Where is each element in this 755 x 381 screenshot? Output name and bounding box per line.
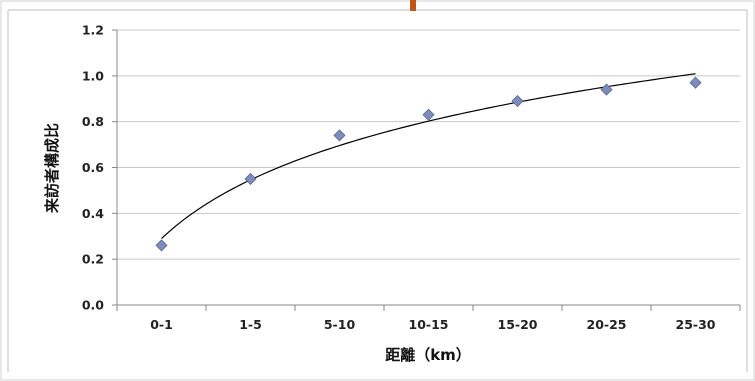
data-points [155, 76, 702, 252]
data-point [333, 129, 346, 142]
y-tick-label: 0.0 [82, 298, 104, 313]
data-point [689, 76, 702, 89]
data-point [600, 83, 613, 96]
y-tick-label: 0.6 [82, 160, 104, 175]
axes [112, 29, 741, 311]
data-point [511, 94, 524, 108]
x-tick-label: 1-5 [239, 317, 262, 332]
y-tick-label: 0.2 [82, 252, 104, 267]
x-tick-label: 0-1 [150, 317, 173, 332]
x-tick-label: 10-15 [409, 317, 449, 332]
top-accent-mark [410, 0, 416, 11]
y-tick-label: 0.8 [82, 114, 104, 129]
y-tick-label: 0.4 [82, 206, 104, 221]
y-tick-label: 1.2 [82, 23, 104, 38]
y-axis-title: 来訪者構成比 [43, 123, 61, 214]
data-point [155, 239, 168, 252]
data-point [244, 172, 257, 186]
x-tick-label: 15-20 [498, 317, 538, 332]
tick-labels: 0.0 0.2 0.4 0.6 0.8 1.0 1.2 0-1 1-5 5-10 10-15 15-2… [82, 23, 716, 333]
data-point [422, 108, 435, 121]
x-axis-title: 距離（km） [385, 346, 471, 364]
y-tick-label: 1.0 [82, 68, 104, 83]
x-tick-label: 25-30 [676, 317, 716, 332]
x-tick-label: 20-25 [587, 317, 627, 332]
x-tick-label: 5-10 [324, 317, 356, 332]
